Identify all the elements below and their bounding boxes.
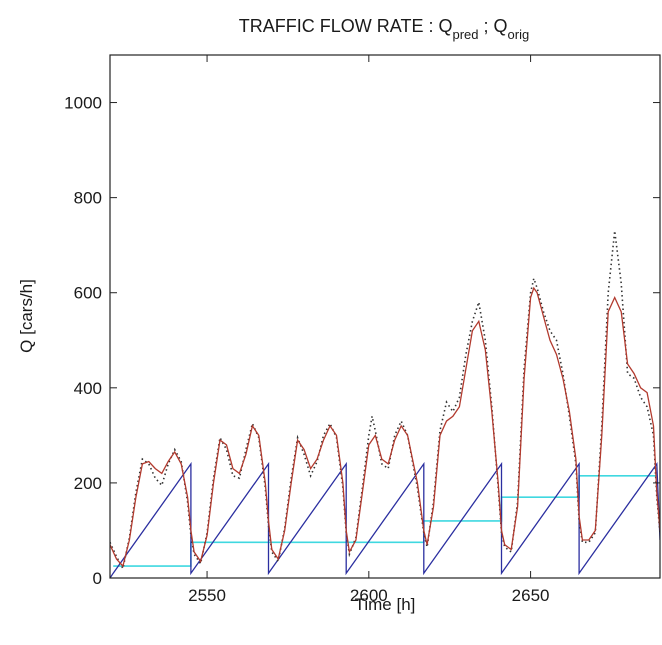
x-tick-label: 2600: [350, 586, 388, 605]
plot-area: [110, 55, 660, 578]
title-prefix: TRAFFIC FLOW RATE : Q: [239, 16, 453, 36]
y-tick-label: 0: [93, 569, 102, 588]
y-tick-label: 200: [74, 474, 102, 493]
title-sub-pred: pred: [452, 27, 478, 42]
x-axis-ticks: 2550 2600 2650: [188, 55, 550, 605]
y-tick-label: 1000: [64, 94, 102, 113]
x-tick-label: 2550: [188, 586, 226, 605]
y-axis-ticks: 0 200 400 600 800 1000: [64, 94, 660, 588]
x-axis-label: Time [h]: [355, 595, 416, 614]
y-tick-label: 800: [74, 189, 102, 208]
series-layer: [110, 230, 660, 578]
series-line-orig: [110, 230, 660, 571]
y-tick-label: 600: [74, 284, 102, 303]
x-tick-label: 2650: [512, 586, 550, 605]
chart-title: TRAFFIC FLOW RATE : Qpred ; Qorig: [239, 16, 529, 42]
plot-frame: [109, 54, 661, 579]
title-separator: ; Q: [479, 16, 508, 36]
series-line-pred: [110, 286, 660, 568]
title-sub-orig: orig: [508, 27, 530, 42]
y-axis-label: Q [cars/h]: [17, 279, 36, 353]
y-tick-label: 400: [74, 379, 102, 398]
